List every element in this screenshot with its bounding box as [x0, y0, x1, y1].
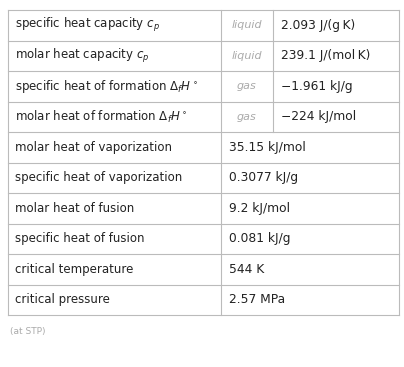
Text: 9.2 kJ/mol: 9.2 kJ/mol	[229, 202, 290, 215]
Text: liquid: liquid	[231, 51, 262, 61]
Text: critical temperature: critical temperature	[15, 263, 133, 276]
Text: specific heat of fusion: specific heat of fusion	[15, 232, 145, 245]
Text: 544 K: 544 K	[229, 263, 264, 276]
Text: molar heat of vaporization: molar heat of vaporization	[15, 141, 172, 154]
Text: specific heat capacity $c_p$: specific heat capacity $c_p$	[15, 16, 160, 34]
Text: gas: gas	[237, 112, 257, 122]
Text: (at STP): (at STP)	[10, 327, 46, 336]
Text: 0.3077 kJ/g: 0.3077 kJ/g	[229, 171, 298, 184]
Text: 239.1 J/(mol K): 239.1 J/(mol K)	[281, 49, 370, 62]
Text: molar heat of formation $\Delta_f H^\circ$: molar heat of formation $\Delta_f H^\cir…	[15, 109, 187, 125]
Text: 35.15 kJ/mol: 35.15 kJ/mol	[229, 141, 306, 154]
Text: −1.961 kJ/g: −1.961 kJ/g	[281, 80, 353, 93]
Text: 2.093 J/(g K): 2.093 J/(g K)	[281, 19, 355, 32]
Text: specific heat of vaporization: specific heat of vaporization	[15, 171, 182, 184]
Text: liquid: liquid	[231, 20, 262, 30]
Text: −224 kJ/mol: −224 kJ/mol	[281, 110, 356, 123]
Text: specific heat of formation $\Delta_f H^\circ$: specific heat of formation $\Delta_f H^\…	[15, 78, 198, 95]
Text: critical pressure: critical pressure	[15, 293, 110, 306]
Text: molar heat capacity $c_p$: molar heat capacity $c_p$	[15, 47, 149, 65]
Text: 2.57 MPa: 2.57 MPa	[229, 293, 285, 306]
Text: molar heat of fusion: molar heat of fusion	[15, 202, 134, 215]
Text: gas: gas	[237, 81, 257, 91]
Text: 0.081 kJ/g: 0.081 kJ/g	[229, 232, 290, 245]
